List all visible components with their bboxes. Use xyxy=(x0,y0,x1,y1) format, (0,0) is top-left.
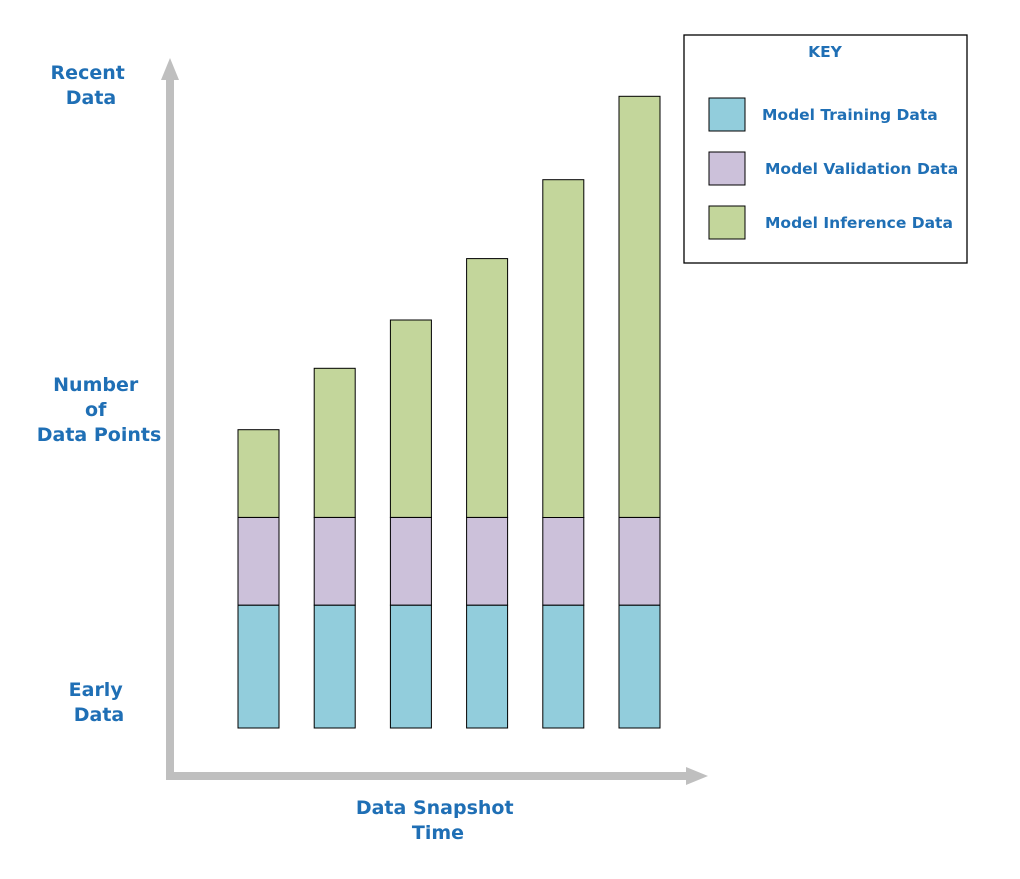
bar-5-model-inference-data xyxy=(542,179,585,518)
bar-2-model-training-data xyxy=(313,604,356,729)
y-axis-title-line-2: of xyxy=(85,399,107,421)
bar-4-model-validation-data xyxy=(466,516,509,606)
bar-2-model-validation-data xyxy=(313,516,356,606)
legend-swatch-model-inference-data xyxy=(708,205,746,240)
bar-1-model-training-data xyxy=(237,604,280,729)
y-axis-title: Number of Data Points xyxy=(37,374,162,446)
y-top-label-line-2: Data xyxy=(66,87,117,109)
bars-group xyxy=(237,95,661,729)
bar-6-model-inference-data xyxy=(618,95,661,518)
x-axis-title: Data Snapshot Time xyxy=(356,797,520,844)
legend: KEY Model Training Data Model Validation … xyxy=(683,34,968,264)
y-bottom-label-line-2: Data xyxy=(74,704,125,726)
y-axis-arrowhead xyxy=(161,58,179,80)
bar-6-model-training-data xyxy=(618,604,661,729)
y-bottom-label-line-1: Early xyxy=(69,679,124,701)
legend-label-model-inference-data: Model Inference Data xyxy=(765,214,953,232)
bar-4-model-training-data xyxy=(466,604,509,729)
legend-label-model-validation-data: Model Validation Data xyxy=(765,160,958,178)
bar-3-model-validation-data xyxy=(389,516,432,606)
y-top-label-line-1: Recent xyxy=(51,62,125,84)
y-top-label: Recent Data xyxy=(51,62,132,109)
legend-label-model-training-data: Model Training Data xyxy=(762,106,938,124)
legend-swatch-model-training-data xyxy=(708,97,746,132)
bar-6-model-validation-data xyxy=(618,516,661,606)
bar-4-model-inference-data xyxy=(466,258,509,518)
legend-swatch-model-validation-data xyxy=(708,151,746,186)
bar-5-model-training-data xyxy=(542,604,585,729)
x-axis-title-line-1: Data Snapshot xyxy=(356,797,514,819)
y-axis-title-line-3: Data Points xyxy=(37,424,162,446)
bar-2-model-inference-data xyxy=(313,367,356,518)
x-axis-title-line-2: Time xyxy=(412,822,464,844)
legend-title: KEY xyxy=(808,43,843,61)
bar-5-model-validation-data xyxy=(542,516,585,606)
y-axis-title-line-1: Number xyxy=(53,374,139,396)
bar-1-model-validation-data xyxy=(237,516,280,606)
bar-1-model-inference-data xyxy=(237,429,280,518)
x-axis-arrowhead xyxy=(686,767,708,785)
legend-items: Model Training Data Model Validation Data… xyxy=(708,97,958,240)
chart-axes xyxy=(161,58,708,785)
y-bottom-label: Early Data xyxy=(69,679,130,726)
bar-3-model-inference-data xyxy=(389,319,432,518)
bar-3-model-training-data xyxy=(389,604,432,729)
